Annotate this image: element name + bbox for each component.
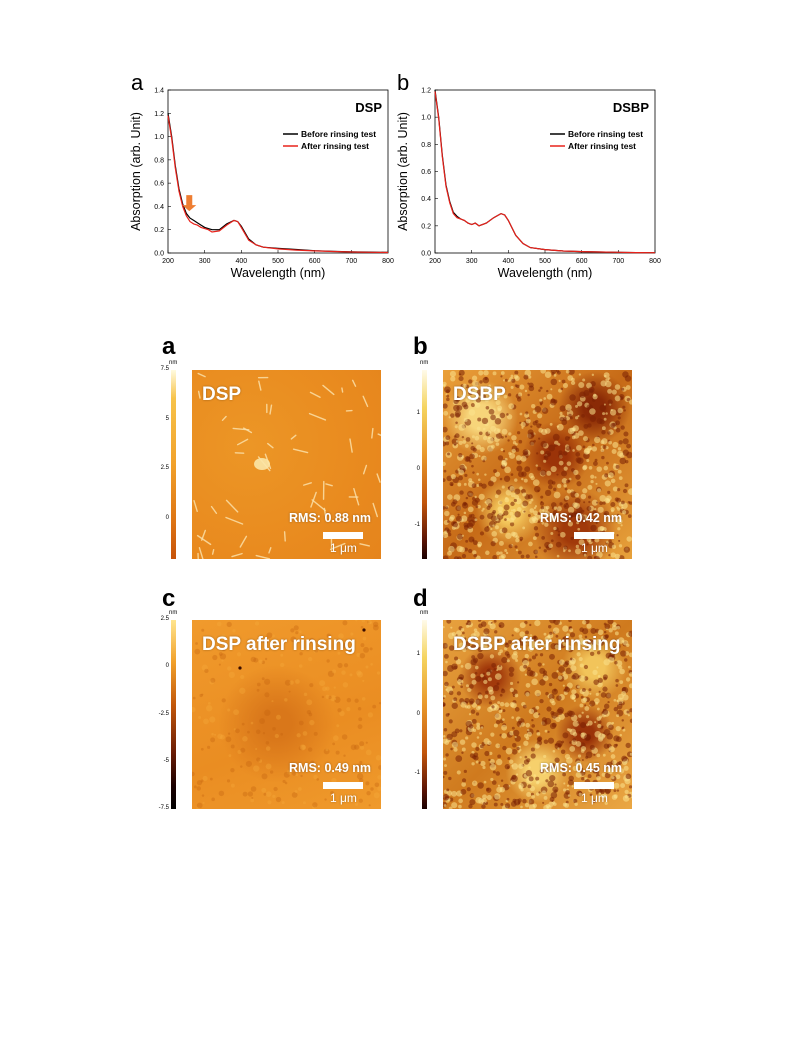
afm-image-dsbp: DSBP RMS: 0.42 nm 1 μm bbox=[443, 370, 632, 559]
x-tick-label: 400 bbox=[235, 258, 247, 265]
spectrum-b-letter: b bbox=[397, 70, 410, 95]
colorbar-unit: nm bbox=[169, 610, 178, 616]
scale-bar-label: 1 μm bbox=[330, 791, 357, 805]
afm-image-dsp-after-rinsing: DSP after rinsing RMS: 0.49 nm 1 μm bbox=[192, 620, 381, 809]
y-tick-label: 0.0 bbox=[154, 251, 164, 258]
afm-dsbp-after-rinsing-letter: d bbox=[413, 585, 428, 612]
colorbar-tick-label: 2.5 bbox=[160, 465, 169, 472]
afm-rms-dsp-after-rinsing: RMS: 0.49 nm bbox=[289, 761, 371, 775]
x-tick-label: 800 bbox=[649, 258, 661, 265]
legend-entry: Before rinsing test bbox=[301, 129, 376, 139]
colorbar-tick-label: -7.5 bbox=[158, 805, 169, 811]
y-tick-label: 0.6 bbox=[421, 169, 431, 176]
afm-image-dsbp-after-rinsing: DSBP after rinsing RMS: 0.45 nm 1 μm bbox=[443, 620, 632, 809]
afm-rms-dsbp-after-rinsing: RMS: 0.45 nm bbox=[540, 761, 622, 775]
colorbar-tick-label: 1 bbox=[416, 410, 420, 417]
colorbar-tick-label: 7.5 bbox=[160, 366, 169, 372]
colorbar-tick-label: -1 bbox=[414, 769, 420, 776]
colorbar-tick-label: 0 bbox=[416, 710, 420, 717]
colorbar-tick-label: 1 bbox=[416, 651, 420, 658]
x-tick-label: 600 bbox=[309, 258, 321, 265]
colorbar-dsp bbox=[171, 370, 176, 559]
y-tick-label: 0.6 bbox=[154, 181, 164, 188]
afm-rms-dsp: RMS: 0.88 nm bbox=[289, 511, 371, 525]
x-axis-label: Wavelength (nm) bbox=[231, 266, 326, 280]
colorbar-tick-label: 0 bbox=[416, 466, 420, 473]
legend-entry: Before rinsing test bbox=[568, 129, 643, 139]
y-tick-label: 0.4 bbox=[154, 204, 164, 211]
down-arrow-icon bbox=[182, 195, 197, 212]
x-tick-label: 500 bbox=[272, 258, 284, 265]
afm-image-dsp: DSP RMS: 0.88 nm 1 μm bbox=[192, 370, 381, 559]
colorbar-tick-label: 2.5 bbox=[160, 616, 169, 622]
legend-entry: After rinsing test bbox=[301, 141, 369, 151]
afm-title-dsp-after-rinsing: DSP after rinsing bbox=[202, 634, 356, 655]
y-tick-label: 0.4 bbox=[421, 196, 431, 203]
x-tick-label: 600 bbox=[576, 258, 588, 265]
afm-title-dsp: DSP bbox=[202, 384, 242, 405]
colorbar-unit: nm bbox=[420, 610, 429, 616]
spectrum-chart-dsp: 200 300 400 500 600 700 800 0.0 0.2 0.4 0.6 0.8 1.0 1… bbox=[129, 88, 394, 281]
y-axis-label: Absorption (arb. Unit) bbox=[396, 112, 410, 231]
legend-entry: After rinsing test bbox=[568, 141, 636, 151]
colorbar-tick-label: 0 bbox=[165, 515, 169, 522]
chart-title: DSBP bbox=[613, 100, 649, 115]
afm-texture bbox=[193, 372, 381, 559]
afm-title-dsbp-after-rinsing: DSBP after rinsing bbox=[453, 634, 621, 655]
x-tick-label: 800 bbox=[382, 258, 394, 265]
afm-rms-dsbp: RMS: 0.42 nm bbox=[540, 511, 622, 525]
chart-title: DSP bbox=[355, 100, 382, 115]
series-line-after bbox=[434, 91, 656, 254]
afm-dsbp-letter: b bbox=[413, 333, 428, 360]
y-tick-label: 0.8 bbox=[154, 157, 164, 164]
scale-bar bbox=[574, 782, 614, 789]
colorbar-dsbp bbox=[422, 370, 427, 559]
x-tick-label: 300 bbox=[199, 258, 211, 265]
colorbar-tick-label: -2.5 bbox=[158, 710, 169, 717]
y-tick-label: 1.0 bbox=[421, 115, 431, 122]
y-tick-label: 0.2 bbox=[154, 227, 164, 234]
colorbar-tick-label: 0 bbox=[165, 663, 169, 670]
scale-bar-label: 1 μm bbox=[581, 791, 608, 805]
y-tick-label: 0.2 bbox=[421, 223, 431, 230]
x-tick-label: 700 bbox=[345, 258, 357, 265]
colorbar-tick-label: 5 bbox=[165, 415, 169, 422]
scale-bar-label: 1 μm bbox=[581, 541, 608, 555]
y-tick-label: 0.0 bbox=[421, 251, 431, 258]
colorbar-dsbp-after-rinsing bbox=[422, 620, 427, 809]
colorbar-unit: nm bbox=[420, 360, 429, 366]
colorbar-tick-label: -5 bbox=[163, 757, 169, 764]
y-tick-label: 1.2 bbox=[154, 111, 164, 118]
x-tick-label: 500 bbox=[539, 258, 551, 265]
x-tick-label: 700 bbox=[612, 258, 624, 265]
colorbar-tick-label: -1 bbox=[414, 521, 420, 528]
x-tick-label: 300 bbox=[466, 258, 478, 265]
afm-dsp-after-rinsing-letter: c bbox=[162, 585, 176, 612]
scale-bar bbox=[323, 532, 363, 539]
y-axis-label: Absorption (arb. Unit) bbox=[129, 112, 143, 231]
y-tick-label: 1.0 bbox=[154, 134, 164, 141]
x-tick-label: 400 bbox=[502, 258, 514, 265]
x-tick-label: 200 bbox=[429, 258, 441, 265]
y-tick-label: 1.2 bbox=[421, 88, 431, 95]
scale-bar-label: 1 μm bbox=[330, 541, 357, 555]
afm-texture bbox=[192, 620, 381, 809]
series-line-after bbox=[167, 115, 389, 254]
y-tick-label: 0.8 bbox=[421, 142, 431, 149]
x-tick-label: 200 bbox=[162, 258, 174, 265]
y-tick-label: 1.4 bbox=[154, 88, 164, 95]
afm-title-dsbp: DSBP bbox=[453, 384, 506, 405]
spectrum-chart-dsbp: 200 300 400 500 600 700 800 0.0 0.2 0.4 0.6 0.8 1.0 1… bbox=[396, 88, 661, 281]
afm-dsp-letter: a bbox=[162, 333, 176, 360]
afm-texture bbox=[443, 370, 632, 559]
x-axis-label: Wavelength (nm) bbox=[498, 266, 593, 280]
afm-texture bbox=[443, 620, 632, 809]
scale-bar bbox=[323, 782, 363, 789]
spectrum-a-letter: a bbox=[131, 70, 144, 95]
scale-bar bbox=[574, 532, 614, 539]
colorbar-dsp-after-rinsing bbox=[171, 620, 176, 809]
colorbar-unit: nm bbox=[169, 360, 178, 366]
